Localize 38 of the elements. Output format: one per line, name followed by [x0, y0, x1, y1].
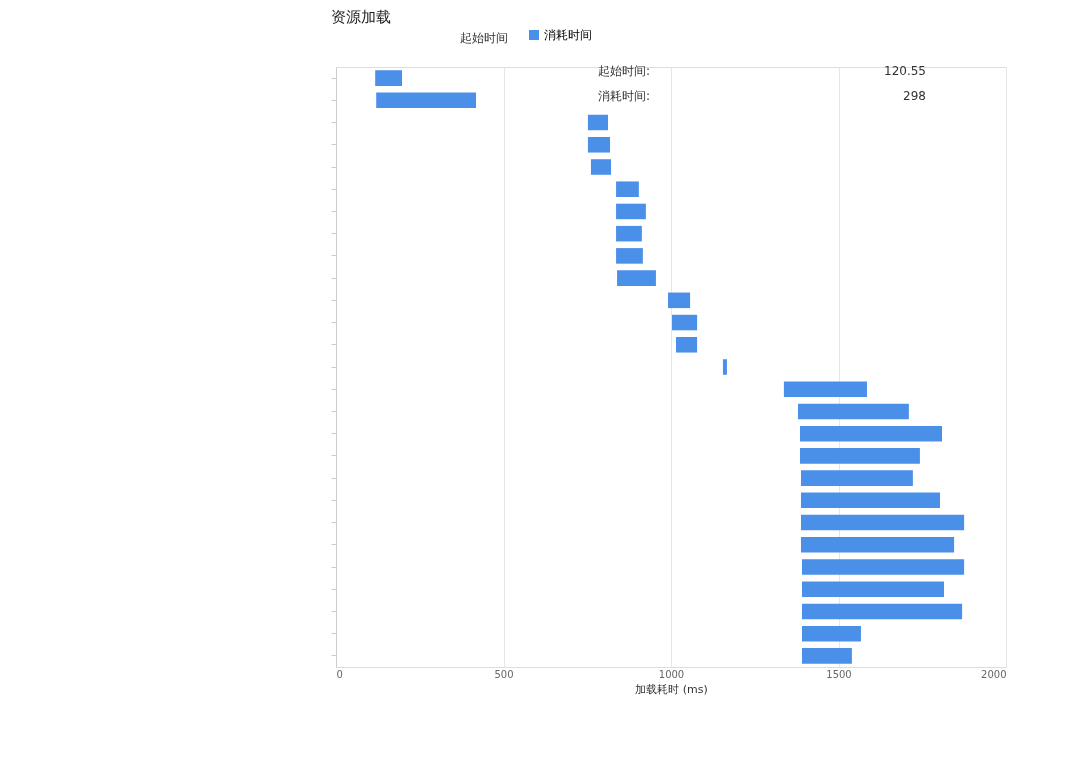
bar: [587, 137, 611, 153]
text: 起始时间: 120.55: [598, 64, 926, 78]
bar: [375, 70, 402, 86]
x-tick-label: 500: [494, 668, 514, 680]
bar: [800, 514, 965, 531]
bar: [616, 181, 639, 197]
text: 起始时间: [460, 31, 508, 45]
legend-label: 消耗时间: [544, 28, 592, 42]
bar: [676, 337, 698, 353]
x-tick-label: 0: [336, 668, 343, 680]
bar: [801, 603, 963, 620]
bar: [617, 270, 656, 286]
bar: [801, 625, 861, 642]
bar: [616, 248, 643, 264]
chart-title: 资源加载: [330, 8, 391, 26]
x-tick-label: 2000: [981, 668, 1007, 680]
x-axis-title: 加载耗时 (ms): [635, 682, 708, 696]
text: 消耗时间: 298: [598, 89, 926, 103]
bar: [587, 114, 609, 131]
bar: [667, 292, 691, 309]
x-tick-label: 1500: [826, 668, 852, 680]
bar: [672, 314, 698, 331]
bar: [801, 648, 852, 664]
bar: [590, 159, 612, 175]
bar: [800, 470, 913, 486]
bar: [616, 203, 646, 220]
bar: [801, 559, 965, 575]
bar: [722, 359, 727, 375]
bar: [800, 537, 955, 553]
bar: [616, 225, 642, 242]
bar: [799, 425, 943, 442]
bar: [376, 92, 477, 109]
bar: [800, 492, 941, 509]
bar: [799, 448, 920, 464]
bar: [783, 381, 867, 397]
bar: [797, 403, 909, 420]
x-tick-label: 1000: [658, 668, 685, 680]
bar: [801, 581, 945, 597]
